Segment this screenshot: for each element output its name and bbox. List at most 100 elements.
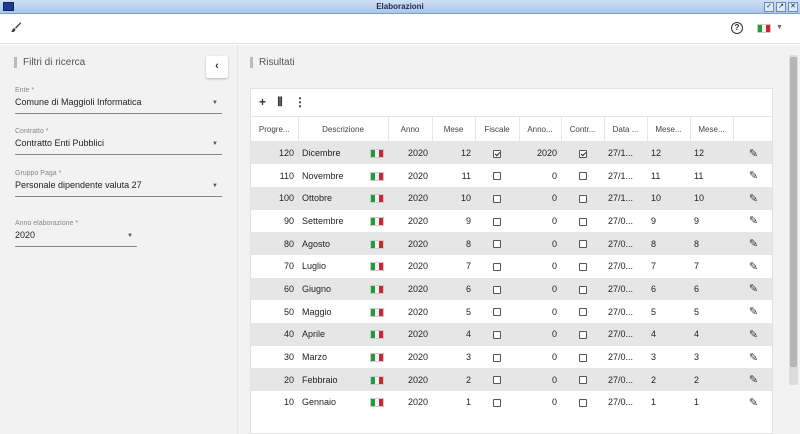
window-maximize-button[interactable]: ↗ — [776, 2, 786, 12]
table-row[interactable]: 20 Febbraio 2020 2 0 27/0... 2 2 ✎ — [251, 368, 772, 392]
anno-elaborazione-select[interactable]: Anno elaborazione * 2020 ▼ — [15, 220, 137, 247]
contributi-checkbox[interactable] — [578, 194, 587, 203]
edit-pencil-icon[interactable]: ✎ — [748, 147, 759, 160]
table-row[interactable]: 50 Maggio 2020 5 0 27/0... 5 5 ✎ — [251, 300, 772, 323]
cell-mese: 8 — [432, 232, 475, 255]
cell-descrizione: Settembre — [298, 210, 388, 233]
ente-select[interactable]: Ente * Comune di Maggioli Informatica ▼ — [15, 87, 222, 114]
cell-anno: 2020 — [407, 261, 428, 272]
fiscale-checkbox[interactable] — [493, 376, 501, 385]
edit-pencil-icon[interactable]: ✎ — [748, 192, 759, 205]
table-row[interactable]: 10 Gennaio 2020 1 0 27/0... 1 1 ✎ — [251, 391, 772, 414]
fiscale-checkbox[interactable] — [493, 149, 501, 158]
contributi-checkbox[interactable] — [578, 149, 587, 158]
column-header-progressivo[interactable]: Progre... — [251, 116, 299, 142]
column-header-descrizione[interactable]: Descrizione — [298, 116, 389, 142]
cell-data: 27/0... — [604, 323, 647, 346]
cell-mese-2: 1 — [651, 397, 657, 408]
column-header-mese-2[interactable]: Mese... — [647, 116, 691, 142]
contributi-checkbox[interactable] — [578, 399, 587, 408]
fiscale-checkbox[interactable] — [493, 262, 501, 271]
contributi-checkbox[interactable] — [578, 308, 587, 317]
edit-pencil-icon[interactable]: ✎ — [748, 351, 759, 364]
help-icon[interactable]: ? — [731, 22, 743, 34]
contributi-checkbox[interactable] — [578, 262, 587, 271]
table-row[interactable]: 90 Settembre 2020 9 0 27/0... 9 9 ✎ — [251, 210, 772, 233]
edit-pencil-icon[interactable]: ✎ — [748, 170, 759, 183]
language-dropdown-caret-icon[interactable]: ▼ — [776, 24, 783, 31]
cell-actions: ✎ — [733, 346, 772, 369]
results-scrollbar[interactable] — [789, 55, 798, 385]
column-header-anno[interactable]: Anno — [388, 116, 433, 142]
gruppo-paga-select[interactable]: Gruppo Paga * Personale dipendente valut… — [15, 170, 222, 197]
cell-actions: ✎ — [733, 277, 772, 301]
table-row[interactable]: 120 Dicembre 2020 12 2020 27/1... 12 12 ✎ — [251, 141, 772, 165]
fiscale-checkbox[interactable] — [493, 194, 501, 203]
table-row[interactable]: 30 Marzo 2020 3 0 27/0... 3 3 ✎ — [251, 346, 772, 369]
gruppo-paga-label: Gruppo Paga * — [15, 170, 62, 177]
edit-pencil-icon[interactable]: ✎ — [748, 374, 759, 387]
contributi-checkbox[interactable] — [578, 285, 587, 294]
window-restore-button[interactable]: ✓ — [764, 2, 774, 12]
contributi-checkbox[interactable] — [578, 217, 587, 226]
italian-flag-icon — [370, 398, 384, 408]
chevron-left-icon: ‹ — [215, 60, 219, 72]
table-row[interactable]: 70 Luglio 2020 7 0 27/0... 7 7 ✎ — [251, 255, 772, 278]
cell-anno: 2020 — [407, 397, 428, 408]
contratto-select[interactable]: Contratto * Contratto Enti Pubblici ▼ — [15, 128, 222, 155]
cell-actions: ✎ — [733, 391, 772, 414]
table-row[interactable]: 110 Novembre 2020 11 0 27/1... 11 11 ✎ — [251, 164, 772, 187]
fiscale-checkbox[interactable] — [493, 172, 501, 181]
cell-anno-fiscale: 0 — [551, 261, 557, 272]
table-row[interactable]: 60 Giugno 2020 6 0 27/0... 6 6 ✎ — [251, 277, 772, 301]
table-row[interactable]: 80 Agosto 2020 8 0 27/0... 8 8 ✎ — [251, 232, 772, 255]
contributi-checkbox[interactable] — [578, 330, 587, 339]
column-header-anno-fiscale[interactable]: Anno... — [519, 116, 562, 142]
cell-progressivo: 40 — [251, 323, 298, 346]
cell-progressivo: 60 — [251, 277, 298, 301]
column-header-mese[interactable]: Mese — [432, 116, 476, 142]
results-grid: + ⦀ ⋮ Progre... Descrizione Anno Mese Fi… — [250, 88, 773, 434]
fiscale-checkbox[interactable] — [493, 217, 501, 226]
contributi-checkbox[interactable] — [578, 240, 587, 249]
italian-flag-icon — [370, 284, 384, 294]
columns-icon[interactable]: ⦀ — [277, 95, 283, 109]
cell-progressivo: 50 — [283, 306, 294, 317]
brush-icon[interactable] — [10, 21, 22, 36]
language-flag-icon[interactable] — [757, 24, 771, 33]
chevron-down-icon: ▼ — [212, 100, 218, 106]
contributi-checkbox[interactable] — [578, 172, 587, 181]
edit-pencil-icon[interactable]: ✎ — [748, 283, 759, 296]
column-header-mese-3[interactable]: Mese... — [690, 116, 734, 142]
collapse-panel-button[interactable]: ‹ — [206, 56, 228, 78]
contributi-checkbox[interactable] — [578, 376, 587, 385]
cell-data: 27/1... — [608, 170, 634, 181]
column-header-fiscale[interactable]: Fiscale — [475, 116, 520, 142]
contratto-underline — [15, 154, 222, 155]
fiscale-checkbox[interactable] — [493, 399, 501, 408]
gruppo-paga-underline — [15, 196, 222, 197]
fiscale-checkbox[interactable] — [493, 353, 501, 362]
column-header-data[interactable]: Data ... — [604, 116, 648, 142]
cell-fiscale — [475, 186, 519, 210]
edit-pencil-icon[interactable]: ✎ — [748, 328, 759, 341]
scrollbar-thumb[interactable] — [790, 57, 797, 367]
edit-pencil-icon[interactable]: ✎ — [748, 260, 759, 273]
edit-pencil-icon[interactable]: ✎ — [748, 306, 759, 319]
fiscale-checkbox[interactable] — [493, 308, 501, 317]
edit-pencil-icon[interactable]: ✎ — [748, 396, 759, 409]
cell-descrizione: Ottobre — [298, 186, 388, 210]
add-icon[interactable]: + — [259, 95, 267, 109]
more-vertical-icon[interactable]: ⋮ — [293, 95, 306, 109]
fiscale-checkbox[interactable] — [493, 285, 501, 294]
table-row[interactable]: 100 Ottobre 2020 10 0 27/1... 10 10 ✎ — [251, 186, 772, 210]
edit-pencil-icon[interactable]: ✎ — [748, 215, 759, 228]
fiscale-checkbox[interactable] — [493, 330, 501, 339]
column-header-contributi[interactable]: Contr... — [561, 116, 605, 142]
fiscale-checkbox[interactable] — [493, 240, 501, 249]
window-close-button[interactable]: ✕ — [788, 2, 798, 12]
contributi-checkbox[interactable] — [578, 353, 587, 362]
cell-anno-fiscale: 0 — [519, 186, 561, 210]
edit-pencil-icon[interactable]: ✎ — [748, 238, 759, 251]
table-row[interactable]: 40 Aprile 2020 4 0 27/0... 4 4 ✎ — [251, 323, 772, 346]
